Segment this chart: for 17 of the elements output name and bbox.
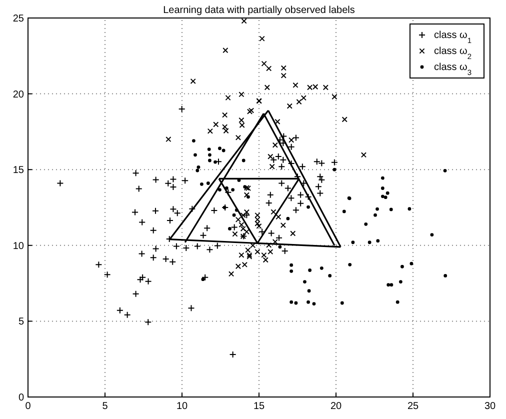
y-tick-label: 20 bbox=[12, 89, 24, 100]
legend-label: class ω$_{1}$ bbox=[434, 30, 472, 44]
chart-title: Learning data with partially observed labels bbox=[163, 5, 355, 16]
x-tick-label: 20 bbox=[330, 401, 342, 412]
y-tick-label: 0 bbox=[18, 392, 24, 404]
legend-label: class ω$_{3}$ bbox=[434, 62, 472, 76]
x-tick-label: 25 bbox=[407, 401, 419, 412]
y-tick-label: 15 bbox=[12, 165, 24, 176]
legend-label: class ω$_{2}$ bbox=[434, 46, 472, 60]
y-tick-label: 5 bbox=[18, 316, 24, 328]
y-tick-label: 25 bbox=[12, 14, 24, 24]
x-tick-label: 10 bbox=[176, 401, 188, 412]
x-tick-label: 15 bbox=[253, 401, 265, 412]
x-tick-label: 5 bbox=[102, 401, 108, 412]
y-tick-label: 10 bbox=[12, 240, 24, 252]
x-tick-label: 0 bbox=[25, 401, 32, 412]
x-tick-label: 30 bbox=[484, 401, 496, 412]
